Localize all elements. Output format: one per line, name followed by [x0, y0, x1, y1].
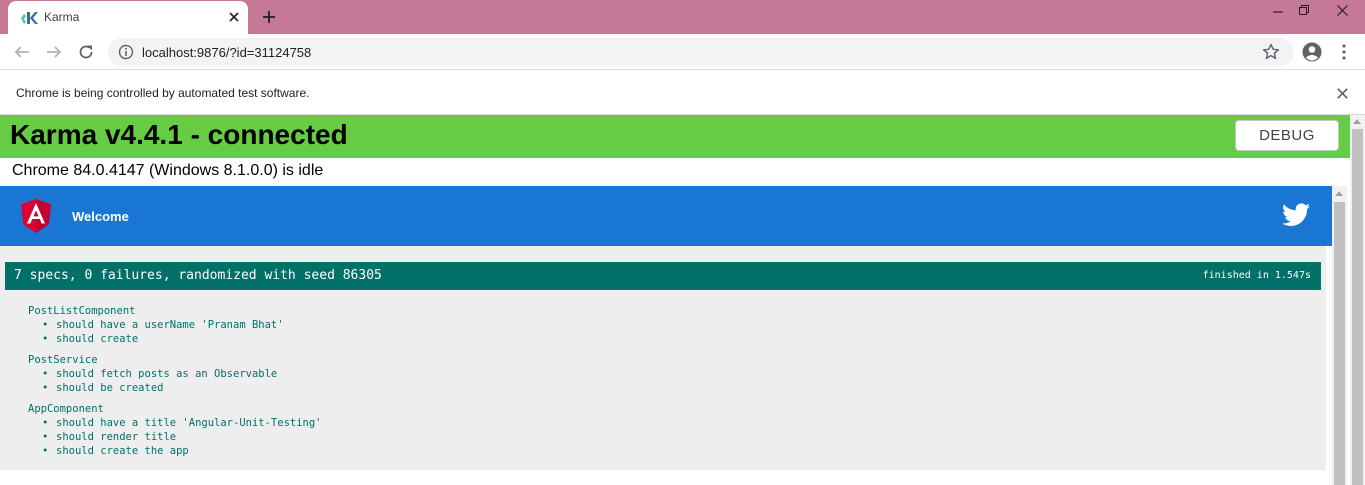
window-close-icon[interactable]	[1327, 0, 1357, 20]
kebab-menu-icon[interactable]	[1331, 39, 1357, 65]
spec-item: • should create	[42, 333, 139, 345]
plus-icon[interactable]	[258, 6, 280, 28]
spec-link[interactable]: should render title	[56, 431, 177, 443]
suite-name[interactable]: PostService	[28, 354, 98, 366]
automation-infobar: Chrome is being controlled by automated …	[0, 71, 1365, 115]
spec-link[interactable]: should have a title 'Angular-Unit-Testin…	[56, 417, 322, 429]
karma-title: Karma v4.4.1 - connected	[10, 119, 348, 150]
minimize-icon[interactable]	[1263, 0, 1293, 20]
scrollbar-thumb[interactable]	[1334, 202, 1345, 485]
restore-icon[interactable]	[1289, 0, 1319, 20]
browser-status: Chrome 84.0.4147 (Windows 8.1.0.0) is id…	[12, 162, 324, 179]
back-arrow-icon[interactable]	[9, 39, 35, 65]
forward-arrow-icon[interactable]	[41, 39, 67, 65]
close-icon[interactable]	[1333, 84, 1351, 102]
spec-item: • should create the app	[42, 445, 189, 457]
address-bar[interactable]: localhost:9876/?id=31124758	[108, 38, 1294, 66]
twitter-icon[interactable]	[1282, 203, 1310, 227]
test-results: PostListComponent • should have a userNam…	[28, 304, 322, 465]
test-suite: PostListComponent • should have a userNam…	[28, 304, 322, 346]
spec-item: • should fetch posts as an Observable	[42, 368, 278, 380]
scrollbar-thumb[interactable]	[1352, 129, 1363, 485]
app-title: Welcome	[72, 209, 129, 224]
spec-item: • should render title	[42, 431, 177, 443]
test-summary[interactable]: 7 specs, 0 failures, randomized with see…	[14, 268, 382, 283]
spec-link[interactable]: should create the app	[56, 445, 189, 457]
test-suite: PostService • should fetch posts as an Ob…	[28, 353, 322, 395]
infobar-message: Chrome is being controlled by automated …	[16, 86, 310, 100]
info-icon[interactable]	[118, 44, 134, 60]
scroll-up-arrow-icon[interactable]	[1335, 191, 1343, 196]
karma-banner: Karma v4.4.1 - connected DEBUG	[0, 115, 1350, 158]
suite-name[interactable]: PostListComponent	[28, 305, 136, 317]
jasmine-reporter: 7 specs, 0 failures, randomized with see…	[0, 246, 1326, 470]
app-header: Welcome	[0, 186, 1332, 246]
spec-link[interactable]: should create	[56, 333, 139, 345]
tab-title: Karma	[44, 10, 80, 24]
test-summary-bar: 7 specs, 0 failures, randomized with see…	[5, 262, 1321, 290]
debug-button[interactable]: DEBUG	[1235, 120, 1339, 151]
spec-item: • should have a userName 'Pranam Bhat'	[42, 319, 284, 331]
tab-karma[interactable]: Karma	[8, 1, 248, 34]
scroll-up-arrow-icon[interactable]	[1353, 119, 1361, 124]
star-icon[interactable]	[1262, 43, 1280, 61]
frame-scrollbar[interactable]	[1332, 186, 1347, 485]
karma-favicon	[21, 12, 38, 24]
browser-toolbar: localhost:9876/?id=31124758	[0, 34, 1365, 70]
test-frame: Welcome 7 specs, 0 failures, randomized …	[0, 186, 1332, 485]
suite-name[interactable]: AppComponent	[28, 403, 104, 415]
spec-link[interactable]: should have a userName 'Pranam Bhat'	[56, 319, 284, 331]
tab-strip: Karma	[0, 0, 1365, 34]
close-icon[interactable]	[225, 8, 243, 26]
reload-icon[interactable]	[73, 39, 99, 65]
spec-item: • should have a title 'Angular-Unit-Testi…	[42, 417, 322, 429]
spec-item: • should be created	[42, 382, 164, 394]
test-suite: AppComponent • should have a title 'Angul…	[28, 402, 322, 458]
spec-link[interactable]: should be created	[56, 382, 164, 394]
page-scrollbar[interactable]	[1350, 115, 1365, 485]
spec-link[interactable]: should fetch posts as an Observable	[56, 368, 278, 380]
test-duration: finished in 1.547s	[1202, 270, 1311, 281]
url-text: localhost:9876/?id=31124758	[142, 45, 312, 60]
angular-logo-icon	[21, 199, 51, 233]
account-icon[interactable]	[1299, 39, 1325, 65]
